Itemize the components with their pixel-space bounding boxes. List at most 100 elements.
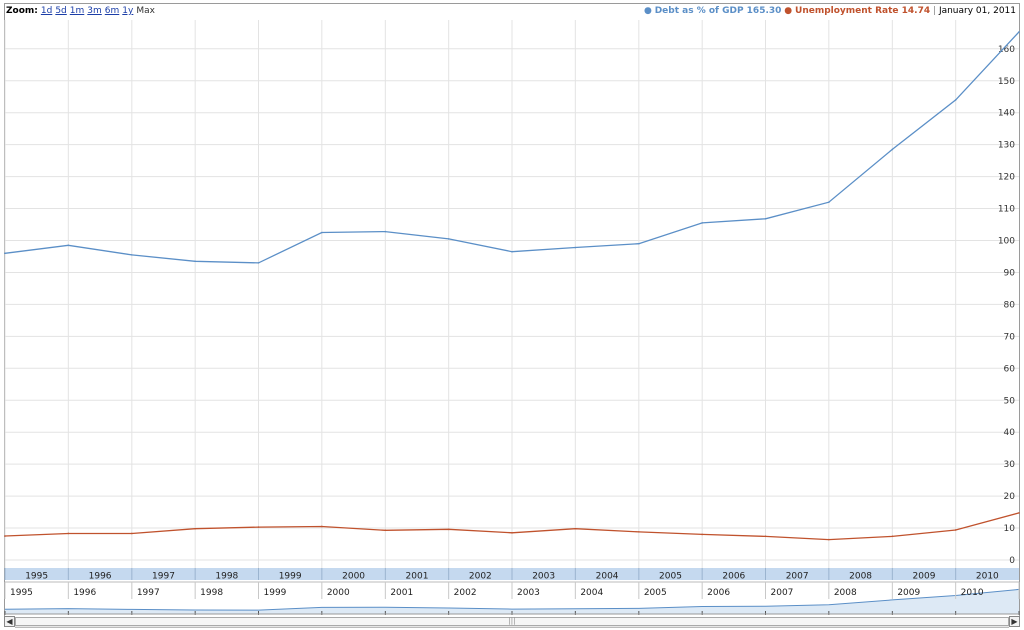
scroll-left-button[interactable]: ◀ [4,616,15,627]
navigator-tick-label: 1995 [10,588,33,598]
x-tick-label: 1996 [89,572,112,582]
x-tick-label: 2003 [532,572,555,582]
navigator-tick-label: 1997 [137,588,160,598]
navigator-tick-label: 2010 [961,588,984,598]
data-point [257,526,260,528]
data-point [321,525,323,528]
y-tick-label: 10 [1004,524,1016,534]
data-point [447,238,450,240]
data-point [131,532,133,535]
navigator-tick-label: 2004 [580,588,603,598]
zoom-6m-link[interactable]: 6m [104,6,120,16]
y-tick-label: 150 [998,77,1015,87]
data-point [828,201,830,203]
data-point [194,527,196,530]
navigator-tick-label: 2006 [707,588,730,598]
y-tick-label: 90 [1004,268,1016,278]
y-tick-label: 40 [1004,428,1016,438]
x-tick-label: 2008 [849,572,872,582]
y-tick-label: 130 [998,141,1015,151]
y-tick-label: 120 [998,173,1015,183]
unemployment-legend-dot-icon: ● [784,6,793,16]
zoom-toolbar: Zoom: 1d 5d 1m 3m 6m 1y Max [6,6,155,20]
data-point [891,148,894,151]
data-point [511,532,513,534]
data-point [954,529,957,531]
data-point [891,535,894,538]
x-tick-label: 2010 [976,572,999,582]
navigator-tick-label: 2000 [327,588,350,598]
data-point [954,99,957,101]
legend-separator: | [933,6,937,16]
zoom-1d-link[interactable]: 1d [40,6,53,16]
data-point [321,231,323,234]
chart-legend: ● Debt as % of GDP 165.30 ● Unemployment… [644,6,1016,16]
navigator-tick-label: 2001 [390,588,413,598]
y-tick-label: 60 [1004,364,1016,374]
data-point [384,529,387,532]
x-tick-label: 1997 [152,572,175,582]
data-point [1018,31,1020,33]
navigator-tick-label: 2007 [771,588,794,598]
debt-legend-label: Debt as % of GDP 165.30 [654,6,782,16]
x-tick-label: 2009 [913,572,936,582]
y-tick-label: 0 [1009,556,1015,566]
x-tick-label: 1995 [25,572,48,582]
data-point [4,252,6,255]
y-tick-label: 30 [1004,460,1016,470]
data-point [257,262,260,264]
navigator-area [5,589,1019,614]
zoom-5d-link[interactable]: 5d [55,6,67,16]
data-point [447,528,450,531]
data-point [194,260,196,263]
y-tick-label: 160 [998,45,1015,55]
zoom-label: Zoom: [6,6,38,16]
zoom-3m-link[interactable]: 3m [87,6,102,16]
y-tick-label: 140 [998,109,1015,119]
data-point [638,531,640,533]
data-point [574,527,577,530]
x-tick-label: 2001 [406,572,429,582]
data-point [67,532,70,535]
data-point [4,535,6,537]
data-point [828,538,830,541]
navigator-tick-label: 2002 [454,588,477,598]
y-tick-label: 110 [998,205,1015,215]
data-point [701,222,703,224]
data-point [384,230,387,233]
x-tick-label: 2002 [469,572,492,582]
y-tick-label: 50 [1004,396,1016,406]
navigator-tick-label: 2009 [897,588,920,598]
navigator-tick-label: 1996 [73,588,96,598]
y-tick-label: 20 [1004,492,1016,502]
zoom-max-link[interactable]: Max [136,6,155,16]
data-point [764,217,767,220]
navigator-series-line [4,588,1020,611]
zoom-1m-link[interactable]: 1m [69,6,85,16]
navigator-tick-label: 2005 [644,588,667,598]
data-point [131,254,133,256]
x-tick-label: 2000 [342,572,365,582]
data-point [701,533,703,536]
legend-date: January 01, 2011 [938,6,1016,16]
x-tick-label: 2007 [786,572,809,582]
y-tick-label: 100 [998,237,1015,247]
zoom-1y-link[interactable]: 1y [122,6,134,16]
navigator-tick-label: 1998 [200,588,223,598]
scrollbar-thumb[interactable] [15,617,1009,626]
x-tick-label: 2005 [659,572,682,582]
data-point [511,250,513,253]
x-tick-label: 2004 [596,572,619,582]
scroll-right-button[interactable]: ▶ [1009,616,1020,627]
debt-legend-dot-icon: ● [643,6,652,16]
unemployment-legend-label: Unemployment Rate 14.74 [795,6,931,16]
scrollbar-grip-icon: ||| [508,617,516,625]
navigator-tick-label: 2008 [834,588,857,598]
navigator-tick-label: 1999 [264,588,287,598]
data-point [1018,512,1020,514]
x-tick-label: 2006 [722,572,745,582]
navigator-tick-label: 2003 [517,588,540,598]
y-tick-label: 70 [1004,332,1016,342]
y-tick-label: 80 [1004,300,1016,310]
